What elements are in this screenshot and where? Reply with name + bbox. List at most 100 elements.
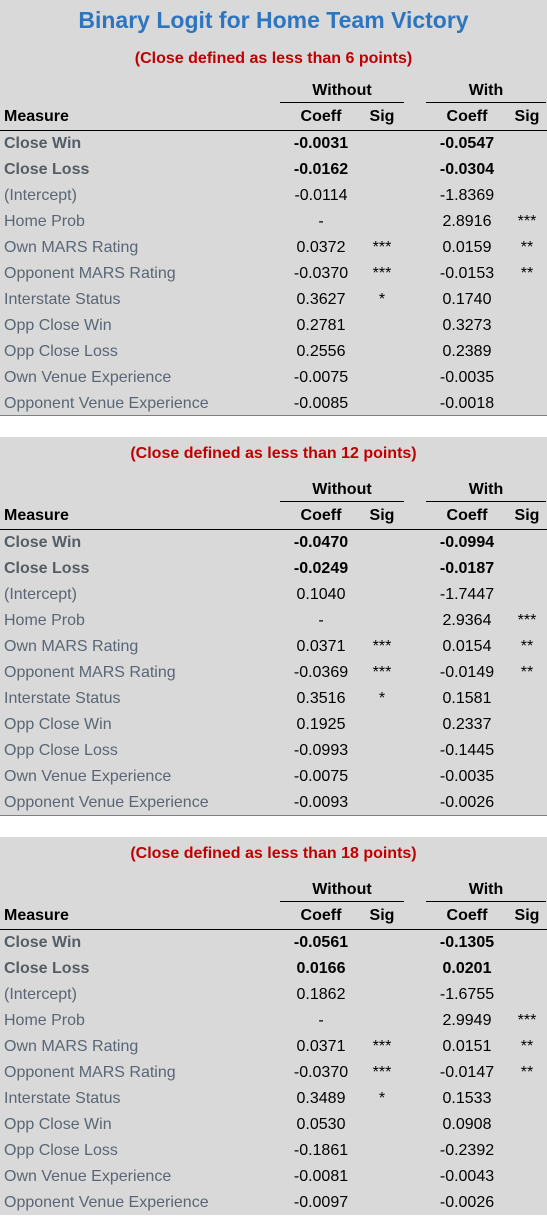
measure-cell: Opp Close Win [4,317,112,334]
table-row: Own Venue Experience -0.0075 -0.0035 [0,764,547,790]
table-row: Interstate Status 0.3516 * 0.1581 [0,686,547,712]
table-row: Home Prob - 2.9364 *** [0,608,547,634]
measure-cell: Opponent Venue Experience [4,794,209,811]
table-row: Opponent Venue Experience -0.0093 -0.0026 [0,790,547,816]
group-header-with: With [426,479,546,502]
sig-with-cell: *** [517,612,537,629]
measure-cell: Opponent MARS Rating [4,265,176,282]
table-panel-12-points: (Close defined as less than 12 points) W… [0,437,547,816]
coeff-with-cell: 0.2389 [442,343,492,360]
coeff-with-cell: -0.0018 [439,395,495,412]
column-header-measure: Measure [4,907,69,924]
coeff-with-cell: -0.0147 [439,1064,495,1081]
table-bottom-border [0,415,547,416]
coeff-with-cell: 2.9949 [442,1012,492,1029]
sig-with-cell: ** [520,1064,534,1081]
table-row: Opp Close Win 0.1925 0.2337 [0,712,547,738]
coeff-with-cell: 0.1740 [442,291,492,308]
column-header-sig-without: Sig [369,907,395,924]
table-row: Close Loss -0.0249 -0.0187 [0,556,547,582]
sig-without-cell: * [378,690,386,707]
coeff-without-cell: 0.1925 [296,716,346,733]
sig-with-cell: *** [517,1012,537,1029]
coeff-without-cell: -0.0162 [293,161,349,178]
coeff-without-cell: -0.0093 [293,794,349,811]
coeff-with-cell: -0.0035 [439,369,495,386]
sig-without-cell: * [378,291,386,308]
table-row: Close Loss -0.0162 -0.0304 [0,157,547,183]
group-header-with: With [426,80,546,103]
coeff-without-cell: -0.0081 [293,1168,349,1185]
table-row: Close Loss 0.0166 0.0201 [0,956,547,982]
coeff-without-cell: 0.2556 [296,343,346,360]
sig-with-cell: ** [520,1038,534,1055]
coeff-without-cell: -0.0249 [293,560,349,577]
table-bottom-border [0,815,547,816]
column-header-coeff-without: Coeff [300,108,342,125]
table-row: Opponent MARS Rating -0.0370 *** -0.0153 ** [0,261,547,287]
coeff-without-cell: 0.0530 [296,1116,346,1133]
coeff-without-cell: -0.0097 [293,1194,349,1211]
header-divider [0,529,547,530]
table-row: Own Venue Experience -0.0075 -0.0035 [0,365,547,391]
table-row: Interstate Status 0.3627 * 0.1740 [0,287,547,313]
coeff-with-cell: 0.1581 [442,690,492,707]
measure-cell: Opp Close Loss [4,742,118,759]
table-row: Opp Close Loss -0.0993 -0.1445 [0,738,547,764]
coeff-with-cell: -0.0994 [439,534,495,551]
measure-cell: Home Prob [4,612,85,629]
table-row: Home Prob - 2.8916 *** [0,209,547,235]
measure-cell: Opp Close Win [4,716,112,733]
sig-with-cell: ** [520,664,534,681]
sig-without-cell: *** [372,265,392,282]
column-header-sig-with: Sig [514,108,540,125]
measure-cell: Opp Close Loss [4,343,118,360]
coeff-with-cell: -0.0026 [439,1194,495,1211]
coeff-with-cell: -0.0304 [439,161,495,178]
coeff-without-cell: -0.0370 [293,265,349,282]
sig-without-cell: *** [372,239,392,256]
coeff-with-cell: -1.7447 [439,586,495,603]
column-header-sig-with: Sig [514,907,540,924]
coeff-without-cell: - [318,1012,324,1029]
group-header-without: Without [280,479,404,502]
coeff-without-cell: -0.0561 [293,934,349,951]
coeff-with-cell: 2.9364 [442,612,492,629]
coeff-without-cell: -0.0075 [293,768,349,785]
coeff-with-cell: 0.0151 [442,1038,492,1055]
measure-cell: Interstate Status [4,291,121,308]
measure-cell: (Intercept) [4,986,77,1003]
table-row: Opponent MARS Rating -0.0369 *** -0.0149 ** [0,660,547,686]
table-panel-6-points: Binary Logit for Home Team Victory (Clos… [0,0,547,416]
measure-cell: (Intercept) [4,586,77,603]
measure-cell: Home Prob [4,213,85,230]
table-row: Own MARS Rating 0.0372 *** 0.0159 ** [0,235,547,261]
measure-cell: Own Venue Experience [4,369,172,386]
panel-subtitle: (Close defined as less than 18 points) [130,845,417,862]
coeff-with-cell: -0.0187 [439,560,495,577]
coeff-without-cell: -0.1861 [293,1142,349,1159]
measure-cell: Close Win [4,135,82,152]
table-row: Close Win -0.0470 -0.0994 [0,530,547,556]
sig-with-cell: ** [520,265,534,282]
measure-cell: Opp Close Loss [4,1142,118,1159]
measure-cell: Opponent MARS Rating [4,1064,176,1081]
table-row: Home Prob - 2.9949 *** [0,1008,547,1034]
coeff-with-cell: 2.8916 [442,213,492,230]
coeff-without-cell: -0.0470 [293,534,349,551]
coeff-without-cell: -0.0993 [293,742,349,759]
measure-cell: Own MARS Rating [4,239,139,256]
measure-cell: Close Loss [4,960,90,977]
column-header-sig-without: Sig [369,507,395,524]
coeff-without-cell: 0.2781 [296,317,346,334]
coeff-without-cell: 0.0371 [296,1038,346,1055]
measure-cell: Own MARS Rating [4,1038,139,1055]
column-header-coeff-with: Coeff [446,907,488,924]
header-divider [0,130,547,131]
table-row: Close Win -0.0031 -0.0547 [0,131,547,157]
table-row: (Intercept) 0.1862 -1.6755 [0,982,547,1008]
header-divider [0,929,547,930]
sig-without-cell: *** [372,1038,392,1055]
column-header-sig-without: Sig [369,108,395,125]
measure-cell: Own MARS Rating [4,638,139,655]
